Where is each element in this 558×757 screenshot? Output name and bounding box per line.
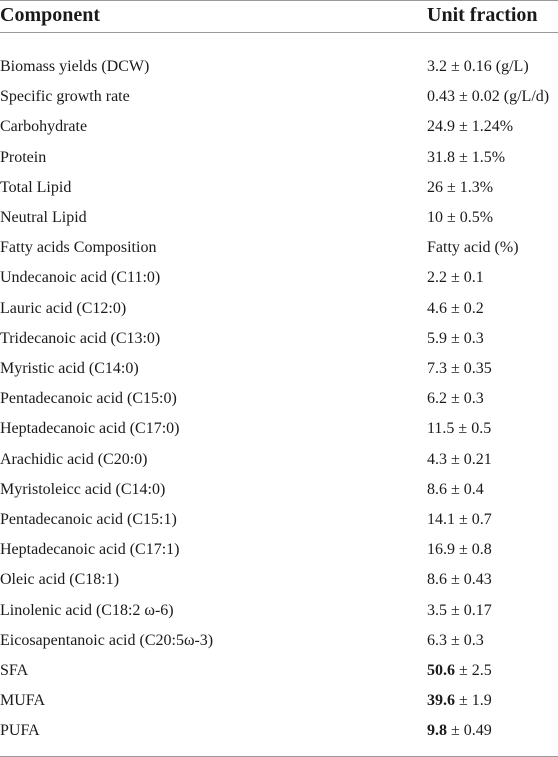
- value-cell: 16.9 ± 0.8: [427, 541, 492, 559]
- value-cell: 5.9 ± 0.3: [427, 329, 484, 347]
- table-row: Eicosapentanoic acid (C20:5ω-3) 6.3 ± 0.3: [0, 626, 558, 656]
- value-cell: 4.3 ± 0.21: [427, 450, 492, 468]
- table-row: Myristic acid (C14:0) 7.3 ± 0.35: [0, 354, 558, 384]
- table-row: Specific growth rate 0.43 ± 0.02 (g/L/d): [0, 82, 558, 112]
- component-cell: Biomass yields (DCW): [0, 58, 150, 75]
- component-cell: Carbohydrate: [0, 118, 88, 136]
- component-cell: SFA: [0, 662, 29, 679]
- value-cell: 0.43 ± 0.02 (g/L/d): [427, 88, 550, 106]
- table-row: Heptadecanoic acid (C17:1) 16.9 ± 0.8: [0, 535, 558, 565]
- value-cell: 10 ± 0.5%: [427, 209, 494, 226]
- component-cell: Myristic acid (C14:0): [0, 360, 139, 377]
- value-cell: 26 ± 1.3%: [427, 178, 494, 196]
- component-cell: Pentadecanoic acid (C15:0): [0, 390, 177, 408]
- component-cell: MUFA: [0, 692, 46, 710]
- value-cell: 2.2 ± 0.1: [427, 269, 484, 287]
- table-row: Arachidic acid (C20:0) 4.3 ± 0.21: [0, 445, 558, 475]
- component-cell: Neutral Lipid: [0, 209, 87, 226]
- table-row: Pentadecanoic acid (C15:0) 6.2 ± 0.3: [0, 384, 558, 414]
- table-row: Neutral Lipid 10 ± 0.5%: [0, 203, 558, 233]
- component-cell: Total Lipid: [0, 178, 72, 196]
- value-rest: ± 0.49: [447, 722, 492, 740]
- table-row: Lauric acid (C12:0) 4.6 ± 0.2: [0, 294, 558, 324]
- table-row: PUFA 9.8 ± 0.49: [0, 716, 558, 746]
- table-row: Linolenic acid (C18:2 ω-6) 3.5 ± 0.17: [0, 596, 558, 626]
- column-header-unit-fraction: Unit fraction: [427, 4, 538, 26]
- value-cell: 8.6 ± 0.4: [427, 480, 484, 498]
- component-cell: Protein: [0, 148, 47, 166]
- table-row: SFA 50.6 ± 2.5: [0, 656, 558, 686]
- table-row: Undecanoic acid (C11:0) 2.2 ± 0.1: [0, 263, 558, 293]
- value-cell: 14.1 ± 0.7: [427, 511, 492, 528]
- value-bold: 39.6: [427, 692, 455, 710]
- value-cell: 8.6 ± 0.43: [427, 571, 492, 589]
- table-row: Myristoleicc acid (C14:0) 8.6 ± 0.4: [0, 475, 558, 505]
- table-row: Heptadecanoic acid (C17:0) 11.5 ± 0.5: [0, 414, 558, 444]
- value-bold: 50.6: [427, 662, 455, 679]
- component-cell: Arachidic acid (C20:0): [0, 450, 148, 468]
- table-row: Protein 31.8 ± 1.5%: [0, 143, 558, 173]
- component-cell: Lauric acid (C12:0): [0, 299, 127, 317]
- component-cell: Heptadecanoic acid (C17:0): [0, 420, 180, 438]
- component-cell: Oleic acid (C18:1): [0, 571, 120, 589]
- value-cell: 24.9 ± 1.24%: [427, 118, 514, 136]
- value-cell: Fatty acid (%): [427, 239, 519, 257]
- value-cell: 9.8 ± 0.49: [427, 716, 492, 746]
- component-cell: Tridecanoic acid (C13:0): [0, 329, 161, 347]
- component-cell: PUFA: [0, 722, 40, 740]
- value-rest: ± 1.9: [455, 692, 492, 710]
- value-cell: 6.3 ± 0.3: [427, 631, 484, 649]
- component-cell: Pentadecanoic acid (C15:1): [0, 511, 177, 528]
- value-cell: 6.2 ± 0.3: [427, 390, 484, 408]
- component-cell: Undecanoic acid (C11:0): [0, 269, 161, 287]
- component-cell: Heptadecanoic acid (C17:1): [0, 541, 180, 559]
- component-cell: Myristoleicc acid (C14:0): [0, 480, 166, 498]
- table-row: Pentadecanoic acid (C15:1) 14.1 ± 0.7: [0, 505, 558, 535]
- component-cell: Linolenic acid (C18:2 ω-6): [0, 601, 174, 619]
- component-cell: Specific growth rate: [0, 88, 130, 106]
- value-rest: ± 2.5: [455, 662, 492, 679]
- top-rule: [0, 0, 558, 1]
- table-row: Carbohydrate 24.9 ± 1.24%: [0, 112, 558, 142]
- column-header-component: Component: [0, 4, 101, 26]
- header-rule: [0, 32, 558, 33]
- table-row: Biomass yields (DCW) 3.2 ± 0.16 (g/L): [0, 52, 558, 82]
- component-cell: Fatty acids Composition: [0, 239, 157, 257]
- value-cell: 31.8 ± 1.5%: [427, 148, 506, 166]
- value-cell: 7.3 ± 0.35: [427, 360, 492, 377]
- component-cell: Eicosapentanoic acid (C20:5ω-3): [0, 631, 214, 649]
- value-cell: 3.5 ± 0.17: [427, 601, 492, 619]
- value-cell: 50.6 ± 2.5: [427, 656, 492, 686]
- value-bold: 9.8: [427, 722, 447, 740]
- value-cell: 39.6 ± 1.9: [427, 686, 492, 716]
- table-row: MUFA 39.6 ± 1.9: [0, 686, 558, 716]
- table-row: Total Lipid 26 ± 1.3%: [0, 173, 558, 203]
- table-row: Fatty acids Composition Fatty acid (%): [0, 233, 558, 263]
- value-cell: 4.6 ± 0.2: [427, 299, 484, 317]
- value-cell: 11.5 ± 0.5: [427, 420, 492, 438]
- table-row: Oleic acid (C18:1) 8.6 ± 0.43: [0, 565, 558, 595]
- value-cell: 3.2 ± 0.16 (g/L): [427, 58, 529, 75]
- table-row: Tridecanoic acid (C13:0) 5.9 ± 0.3: [0, 324, 558, 354]
